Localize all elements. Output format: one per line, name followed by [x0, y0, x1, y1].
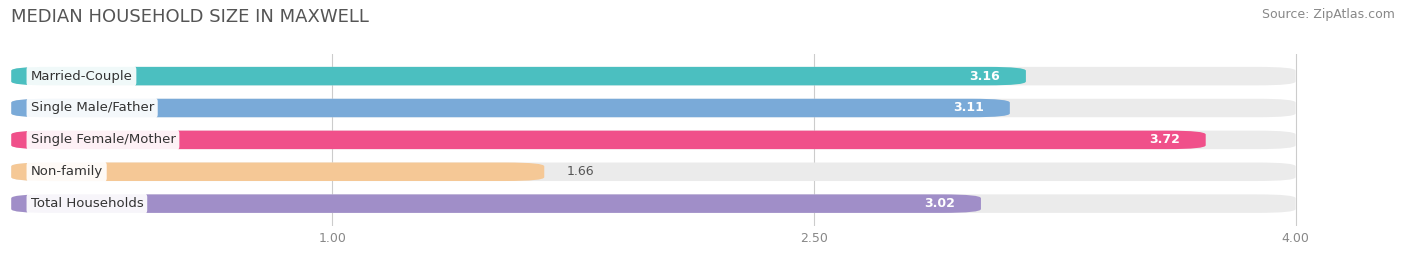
FancyBboxPatch shape — [11, 194, 1295, 213]
Text: Single Male/Father: Single Male/Father — [31, 101, 153, 115]
FancyBboxPatch shape — [11, 162, 544, 181]
FancyBboxPatch shape — [11, 131, 1295, 149]
FancyBboxPatch shape — [11, 99, 1010, 117]
FancyBboxPatch shape — [11, 67, 1026, 85]
Text: Married-Couple: Married-Couple — [31, 70, 132, 83]
Text: 3.02: 3.02 — [924, 197, 955, 210]
Text: 3.11: 3.11 — [953, 101, 984, 115]
Text: Total Households: Total Households — [31, 197, 143, 210]
Text: 3.16: 3.16 — [970, 70, 1000, 83]
Text: 1.66: 1.66 — [567, 165, 595, 178]
Text: Non-family: Non-family — [31, 165, 103, 178]
Text: Source: ZipAtlas.com: Source: ZipAtlas.com — [1261, 8, 1395, 21]
Text: 3.72: 3.72 — [1149, 133, 1180, 146]
Text: Single Female/Mother: Single Female/Mother — [31, 133, 176, 146]
FancyBboxPatch shape — [11, 194, 981, 213]
Text: MEDIAN HOUSEHOLD SIZE IN MAXWELL: MEDIAN HOUSEHOLD SIZE IN MAXWELL — [11, 8, 370, 26]
FancyBboxPatch shape — [11, 99, 1295, 117]
FancyBboxPatch shape — [11, 162, 1295, 181]
FancyBboxPatch shape — [11, 131, 1206, 149]
FancyBboxPatch shape — [11, 67, 1295, 85]
